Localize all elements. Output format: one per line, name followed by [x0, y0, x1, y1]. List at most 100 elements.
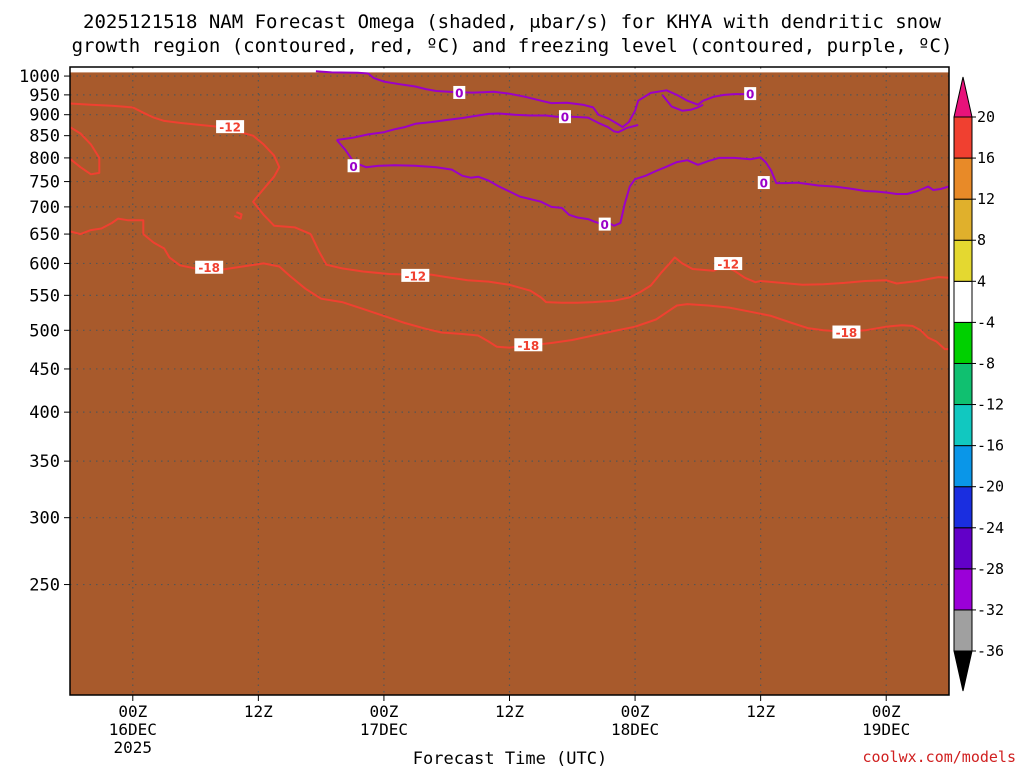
- contour-label-bg: [453, 85, 466, 99]
- colorbar-label: 4: [977, 272, 986, 290]
- x-tick-year: 2025: [114, 738, 153, 757]
- y-tick-label: 500: [29, 321, 60, 341]
- contour-label-11: 0: [744, 87, 757, 102]
- x-axis-title: Forecast Time (UTC): [413, 749, 607, 768]
- y-tick-label: 400: [29, 403, 60, 423]
- red-contour-2: [70, 126, 101, 176]
- colorbar-label: -12: [977, 396, 1004, 414]
- contour-label-text: 0: [455, 86, 463, 100]
- y-tick-label: 850: [29, 127, 60, 147]
- contour-label-bg: [714, 257, 743, 271]
- red-contour-1: [70, 102, 949, 304]
- colorbar-swatch-8: [953, 321, 973, 364]
- gridlines: [70, 67, 949, 695]
- colorbar-swatch-11: [953, 198, 973, 241]
- freezing-level-contours: [315, 70, 949, 227]
- x-tick-label: 00Z: [621, 702, 650, 721]
- contour-label-5: -12: [216, 120, 245, 135]
- contour-label-bg: [744, 87, 757, 101]
- y-tick-label: 250: [29, 576, 60, 596]
- contour-label-9: 0: [598, 217, 611, 232]
- watermark: coolwx.com/models: [862, 748, 1016, 766]
- red-contour-3: [233, 211, 243, 220]
- colorbar-max-triangle: [953, 76, 973, 118]
- x-tick-label: 12Z: [244, 702, 273, 721]
- y-axis: 2503003504004505005506006507007508008509…: [19, 67, 70, 596]
- colorbar-swatch-2: [953, 568, 973, 611]
- terrain-fill: [70, 72, 949, 695]
- colorbar-label: -20: [977, 478, 1004, 496]
- y-tick-label: 1000: [19, 67, 60, 87]
- colorbar-swatch-10: [953, 239, 973, 282]
- contour-label-bg: [832, 325, 861, 339]
- colorbar-label: -32: [977, 601, 1004, 619]
- y-tick-label: 700: [29, 198, 60, 218]
- x-tick-date: 18DEC: [611, 720, 659, 739]
- x-tick-label: 12Z: [746, 702, 775, 721]
- y-tick-label: 450: [29, 360, 60, 380]
- contour-label-bg: [514, 338, 543, 352]
- contour-label-6: 0: [347, 159, 360, 174]
- contour-label-text: 0: [746, 88, 754, 102]
- contour-label-text: 0: [349, 160, 357, 174]
- contour-label-text: -12: [404, 269, 426, 283]
- contour-label-text: 0: [601, 218, 609, 232]
- y-tick-label: 350: [29, 452, 60, 472]
- y-tick-label: 800: [29, 149, 60, 169]
- contour-label-bg: [558, 110, 571, 124]
- colorbar-swatch-6: [953, 404, 973, 447]
- chart-title-line-1: 2025121518 NAM Forecast Omega (shaded, μ…: [83, 11, 941, 33]
- contour-label-bg: [216, 120, 245, 134]
- colorbar-swatch-7: [953, 362, 973, 406]
- x-tick-date: 19DEC: [862, 720, 910, 739]
- colorbar-min-triangle: [953, 650, 973, 692]
- colorbar-label: -36: [977, 642, 1004, 660]
- colorbar: -36 -32 -28 -24 -20 -16 -12 -8 -4 4 8 12 16 20: [953, 76, 1004, 692]
- contour-label-7: 0: [453, 85, 466, 100]
- contour-label-bg: [347, 159, 360, 173]
- dendritic-growth-contours: [70, 102, 949, 351]
- y-tick-label: 600: [29, 254, 60, 274]
- colorbar-label: 16: [977, 149, 995, 167]
- contour-label-4: -12: [714, 257, 743, 272]
- colorbar-swatch-5: [953, 445, 973, 488]
- contour-label-1: -18: [514, 338, 543, 353]
- purple-contour-0: [315, 70, 745, 129]
- red-contour-0: [70, 217, 949, 351]
- x-tick-label: 00Z: [118, 702, 147, 721]
- terrain-layer: [70, 72, 949, 695]
- y-tick-label: 550: [29, 286, 60, 306]
- contour-label-text: 0: [561, 111, 569, 125]
- colorbar-label: 20: [977, 108, 995, 126]
- contour-label-text: -18: [198, 261, 220, 275]
- x-tick-label: 00Z: [369, 702, 398, 721]
- contour-label-text: 0: [760, 177, 768, 191]
- contour-label-0: -18: [195, 260, 224, 275]
- x-tick-label: 12Z: [495, 702, 524, 721]
- x-tick-date: 16DEC: [109, 720, 157, 739]
- colorbar-label: -24: [977, 519, 1004, 537]
- contour-label-8: 0: [558, 110, 571, 125]
- x-tick-label: 00Z: [872, 702, 901, 721]
- colorbar-label: 12: [977, 190, 995, 208]
- contour-label-text: -18: [517, 339, 539, 353]
- purple-contour-1: [661, 94, 704, 112]
- contour-label-text: -12: [219, 121, 241, 135]
- purple-contour-2: [336, 139, 949, 227]
- purple-contour-3: [336, 112, 639, 141]
- colorbar-label: -28: [977, 560, 1004, 578]
- colorbar-swatch-9: [953, 280, 973, 323]
- colorbar-label: -8: [977, 354, 995, 372]
- contour-label-bg: [195, 260, 224, 274]
- contour-label-2: -18: [832, 325, 861, 340]
- y-tick-label: 750: [29, 173, 60, 193]
- colorbar-label: 8: [977, 231, 986, 249]
- contour-label-bg: [598, 217, 611, 231]
- contour-label-10: 0: [757, 176, 770, 191]
- contour-label-bg: [757, 176, 770, 190]
- plot-area: -18 -18 -18 -12 -12 -12 0 0 0 0 0 0: [69, 66, 950, 696]
- y-tick-label: 300: [29, 509, 60, 529]
- colorbar-swatch-1: [953, 609, 973, 652]
- colorbar-swatch-4: [953, 486, 973, 529]
